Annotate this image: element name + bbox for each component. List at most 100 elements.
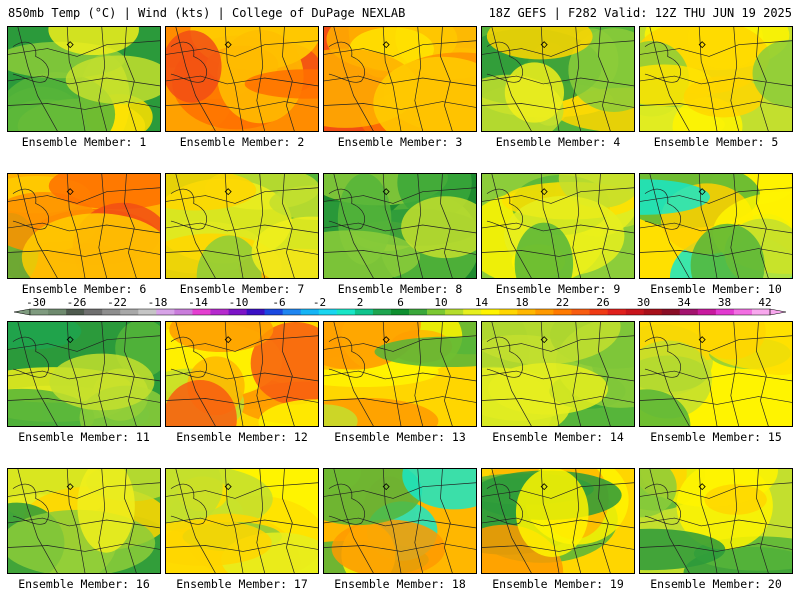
temp-contour-fill — [166, 174, 257, 211]
ensemble-map-9 — [481, 173, 635, 279]
ensemble-member-label: Ensemble Member: 17 — [176, 577, 308, 591]
station-marker-icon — [224, 188, 232, 196]
state-boundary — [12, 483, 49, 525]
colorbar-segment — [625, 309, 644, 315]
station-marker-icon — [224, 336, 232, 344]
state-boundary — [440, 322, 453, 426]
state-boundary — [282, 27, 295, 131]
state-boundary — [598, 322, 611, 426]
colorbar-high-arrow — [769, 308, 787, 316]
ensemble-member-label: Ensemble Member: 7 — [179, 282, 305, 296]
ensemble-map-3 — [323, 26, 477, 132]
colorbar-tick-label: -14 — [188, 296, 208, 309]
ensemble-member-label: Ensemble Member: 19 — [492, 577, 624, 591]
ensemble-member-label: Ensemble Member: 1 — [21, 135, 147, 149]
state-boundary — [730, 469, 740, 573]
temp-contour-fill — [269, 185, 318, 221]
state-boundary — [8, 40, 160, 57]
station-marker-icon — [382, 483, 390, 491]
state-boundary — [328, 483, 365, 525]
state-boundary — [328, 188, 365, 230]
colorbar-tick-label: 18 — [515, 296, 528, 309]
colorbar-tick-label: 34 — [677, 296, 691, 309]
state-boundary — [640, 40, 792, 57]
state-boundary — [482, 543, 634, 552]
ensemble-member-label: Ensemble Member: 6 — [21, 282, 147, 296]
state-boundary — [324, 187, 476, 204]
temp-contour-fill — [690, 223, 765, 278]
colorbar-tick-label: -6 — [272, 296, 285, 309]
state-boundary — [324, 40, 476, 57]
state-boundary — [170, 188, 207, 230]
colorbar-segment — [499, 309, 518, 315]
state-boundary — [124, 174, 137, 278]
temp-contour-fill — [166, 30, 222, 103]
state-boundary — [170, 336, 207, 378]
state-boundary — [282, 174, 295, 278]
colorbar-tick-label: -30 — [26, 296, 46, 309]
state-boundary — [482, 396, 634, 405]
state-boundary — [166, 101, 318, 110]
temp-contour-fill — [169, 322, 274, 353]
state-boundary — [572, 469, 582, 573]
station-marker-icon — [540, 41, 548, 49]
state-boundary — [8, 222, 160, 234]
state-boundary — [8, 248, 160, 257]
colorbar-tick-label: 6 — [397, 296, 404, 309]
colorbar-tick-label: 2 — [357, 296, 364, 309]
state-boundary — [756, 469, 769, 573]
ensemble-map-6 — [7, 173, 161, 279]
state-boundary — [170, 483, 207, 525]
state-boundary — [166, 222, 318, 234]
state-boundary — [124, 27, 137, 131]
ensemble-member-label: Ensemble Member: 20 — [650, 577, 782, 591]
state-boundary — [166, 482, 318, 499]
temp-contour-fill — [65, 55, 160, 104]
state-boundary — [730, 27, 740, 131]
colorbar-segment — [643, 309, 663, 315]
colorbar-segment — [102, 309, 121, 315]
state-boundary — [166, 248, 318, 257]
state-boundary — [730, 322, 740, 426]
state-boundary — [644, 188, 681, 230]
colorbar-segment — [517, 309, 536, 315]
station-marker-icon — [224, 41, 232, 49]
colorbar-segment — [607, 309, 626, 315]
state-boundary — [166, 396, 318, 405]
colorbar-segment — [156, 309, 175, 315]
state-boundary — [640, 222, 792, 234]
ensemble-member-label: Ensemble Member: 5 — [653, 135, 779, 149]
state-boundary — [98, 322, 108, 426]
state-boundary — [98, 27, 108, 131]
temp-contour-fill — [258, 399, 318, 426]
state-boundary — [598, 27, 611, 131]
colorbar-segment — [318, 309, 338, 315]
temp-contour-fill — [697, 322, 766, 360]
ensemble-map-12 — [165, 321, 319, 427]
state-boundary — [124, 469, 137, 573]
state-boundary — [166, 40, 318, 57]
colorbar-segment — [228, 309, 247, 315]
colorbar-segment — [282, 309, 302, 315]
colorbar-segment — [138, 309, 157, 315]
state-boundary — [756, 27, 769, 131]
temp-contour-fill — [324, 230, 421, 278]
state-boundary — [12, 41, 49, 83]
station-marker-icon — [382, 41, 390, 49]
colorbar-segment — [120, 309, 139, 315]
temp-contour-fill — [77, 469, 135, 553]
state-boundary — [8, 370, 160, 382]
ensemble-map-1 — [7, 26, 161, 132]
colorbar-tick-label: 30 — [637, 296, 650, 309]
colorbar-segment — [445, 309, 464, 315]
ensemble-map-16 — [7, 468, 161, 574]
colorbar-outline — [29, 308, 771, 316]
state-boundary — [414, 27, 424, 131]
state-boundary — [324, 101, 476, 110]
ensemble-member-label: Ensemble Member: 2 — [179, 135, 305, 149]
state-boundary — [440, 469, 453, 573]
colorbar-segment — [661, 309, 681, 315]
state-boundary — [8, 543, 160, 552]
ensemble-map-7 — [165, 173, 319, 279]
temp-contour-fill — [514, 222, 574, 278]
